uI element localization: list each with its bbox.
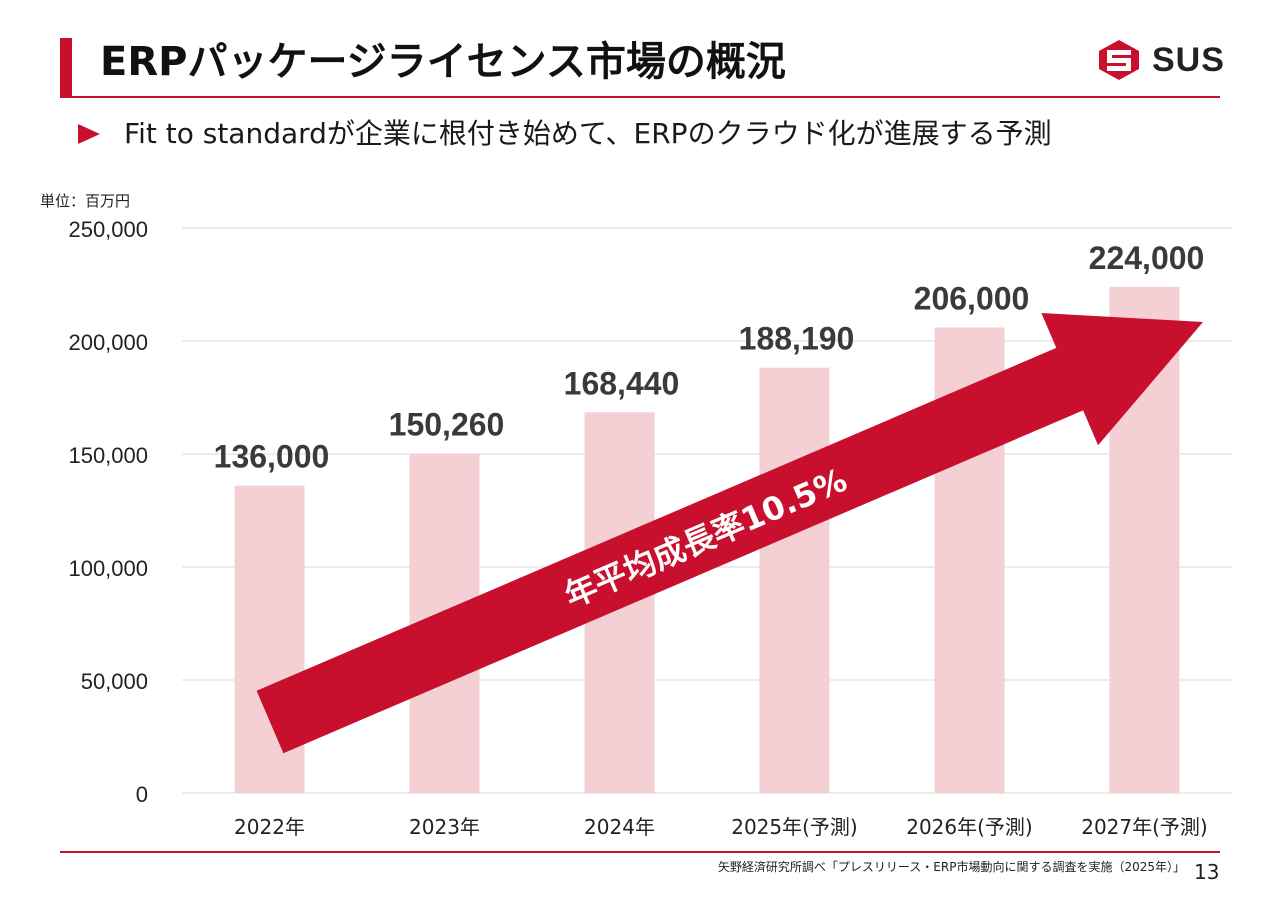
- company-logo: SUS: [1096, 38, 1225, 82]
- bar: [759, 367, 830, 793]
- bar-value-label: 168,440: [564, 365, 680, 401]
- x-tick-label: 2027年(予測): [1081, 815, 1208, 839]
- bar-value-label: 136,000: [214, 439, 330, 475]
- bar-value-label: 150,260: [389, 406, 505, 442]
- x-tick-label: 2024年: [584, 815, 655, 839]
- bar-value-label: 206,000: [914, 280, 1030, 316]
- growth-arrow: [256, 313, 1204, 754]
- y-tick-label: 250,000: [68, 217, 148, 242]
- unit-label: 単位：百万円: [40, 192, 131, 210]
- y-tick-label: 50,000: [81, 669, 148, 694]
- x-tick-label: 2026年(予測): [906, 815, 1033, 839]
- bar-value-label: 188,190: [739, 321, 855, 357]
- x-tick-label: 2023年: [409, 815, 480, 839]
- title-divider: [60, 96, 1220, 98]
- y-tick-label: 100,000: [68, 556, 148, 581]
- bullet-triangle-icon: [78, 124, 100, 144]
- page-title: ERPパッケージライセンス市場の概況: [100, 39, 786, 85]
- x-tick-label: 2022年: [234, 815, 305, 839]
- source-note: 矢野経済研究所調べ「プレスリリース・ERP市場動向に関する調査を実施（2025年…: [717, 860, 1185, 874]
- x-tick-label: 2025年(予測): [731, 815, 858, 839]
- logo-text: SUS: [1152, 40, 1225, 79]
- y-tick-label: 0: [136, 782, 148, 807]
- bar-value-label: 224,000: [1089, 240, 1205, 276]
- footer-divider: [60, 851, 1220, 853]
- page-number: 13: [1194, 860, 1220, 884]
- y-tick-label: 150,000: [68, 443, 148, 468]
- y-tick-label: 200,000: [68, 330, 148, 355]
- subtitle: Fit to standardが企業に根付き始めて、ERPのクラウド化が進展する…: [124, 117, 1052, 150]
- title-accent-bar: [60, 38, 72, 96]
- sus-logo-icon: [1099, 40, 1139, 80]
